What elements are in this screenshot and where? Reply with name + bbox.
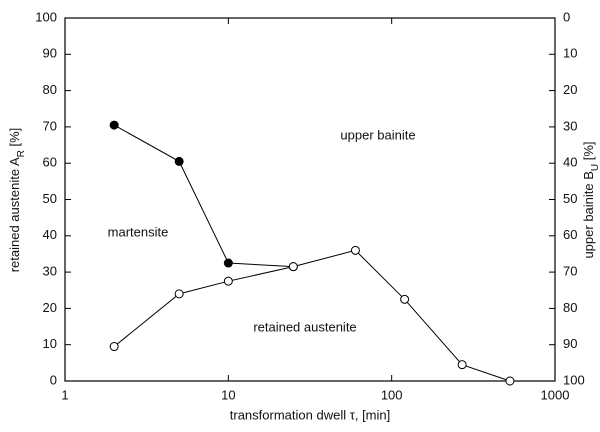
y-axis-label: retained austenite AR [%] bbox=[7, 128, 27, 273]
data-point bbox=[288, 262, 298, 272]
y2-tick-label: 20 bbox=[563, 82, 577, 97]
y-tick-label: 40 bbox=[43, 227, 57, 242]
x-tick-label: 100 bbox=[381, 387, 403, 402]
data-point bbox=[109, 120, 119, 130]
y-tick-label: 70 bbox=[43, 118, 57, 133]
y-tick-label: 20 bbox=[43, 300, 57, 315]
y-tick-label: 50 bbox=[43, 191, 57, 206]
x-axis-label: transformation dwell τ, [min] bbox=[230, 407, 390, 422]
y-tick-label: 10 bbox=[43, 336, 57, 351]
data-point bbox=[457, 360, 467, 370]
y2-tick-label: 60 bbox=[563, 227, 577, 242]
y2-tick-label: 30 bbox=[563, 118, 577, 133]
y-tick-label: 100 bbox=[35, 9, 57, 24]
y-tick-label: 30 bbox=[43, 264, 57, 279]
y-axis-label-sub: R bbox=[16, 150, 27, 157]
data-point bbox=[350, 245, 360, 255]
annotation: martensite bbox=[108, 224, 169, 239]
data-point bbox=[223, 276, 233, 286]
y2-tick-label: 90 bbox=[563, 336, 577, 351]
y2-tick-label: 50 bbox=[563, 191, 577, 206]
data-point bbox=[505, 376, 515, 386]
y2-tick-label: 100 bbox=[563, 372, 585, 387]
data-point bbox=[109, 342, 119, 352]
series-line bbox=[113, 249, 511, 382]
data-point bbox=[223, 258, 233, 268]
data-point bbox=[174, 156, 184, 166]
annotation: upper bainite bbox=[340, 127, 415, 142]
y2-tick-label: 40 bbox=[563, 155, 577, 170]
y2-tick-label: 10 bbox=[563, 46, 577, 61]
y-tick-label: 80 bbox=[43, 82, 57, 97]
y2-axis-label: upper bainite BU [%] bbox=[581, 141, 600, 258]
y-axis-label-unit: [%] bbox=[7, 128, 22, 150]
y2-tick-label: 80 bbox=[563, 300, 577, 315]
y2-tick-label: 0 bbox=[563, 9, 570, 24]
annotation: retained austenite bbox=[253, 319, 356, 334]
x-tick-label: 1000 bbox=[541, 387, 570, 402]
y-tick-label: 0 bbox=[50, 372, 57, 387]
series-line bbox=[113, 124, 294, 268]
data-point bbox=[400, 294, 410, 304]
x-tick-label: 1 bbox=[61, 387, 68, 402]
y-tick-label: 90 bbox=[43, 46, 57, 61]
data-point bbox=[174, 289, 184, 299]
x-tick-label: 10 bbox=[221, 387, 235, 402]
y2-axis-label-sub: U bbox=[590, 164, 600, 171]
y-axis-label-text: retained austenite A bbox=[7, 157, 22, 272]
y2-axis-label-text: upper bainite B bbox=[581, 171, 596, 258]
y-tick-label: 60 bbox=[43, 155, 57, 170]
y2-tick-label: 70 bbox=[563, 264, 577, 279]
y2-axis-label-unit: [%] bbox=[581, 141, 596, 163]
